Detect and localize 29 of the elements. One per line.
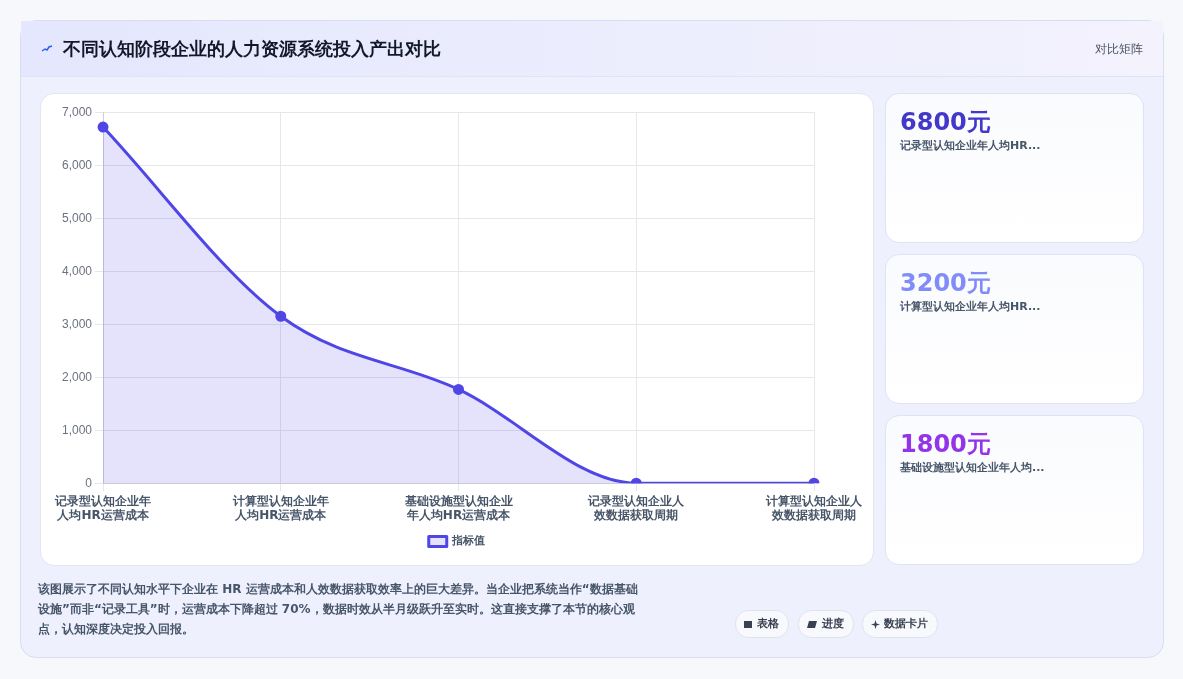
y-tick-label: 1,000 [62,422,93,437]
point [97,121,109,133]
x-tick-label: 计算型认知企业人效数据获取周期 [765,493,863,522]
x-tick-label: 记录型认知企业年人均HR运营成本 [54,493,152,522]
text: 表格 [757,616,779,632]
y-tick-label: 6,000 [62,157,93,172]
text: 对比矩阵 [1095,41,1143,58]
x-tick-label: 计算型认知企业年人均HR运营成本 [231,493,329,522]
x-tick-label: 基础设施型认知企业年人均HR运营成本 [403,493,513,522]
text: 该图展示了不同认知水平下企业在 HR 运营成本和人效数据获取效率上的巨大差异。当企业把系统当作“数据基础设施”而非“记录工具”时，运营成本下降超过 70%，数据时效从半月级跃升至实时。这直接支撑了本节的核心观点，认知深度决定投入回报。 [38,581,638,638]
y-tick-label: 0 [85,475,93,490]
text: 6800元 [900,107,991,138]
text: 3200元 [900,268,991,299]
text: 1800元 [900,429,991,460]
y-tick-label: 5,000 [62,210,93,225]
y-tick-label: 7,000 [62,104,93,119]
chart-title: 不同认知阶段企业的人力资源系统投入产出对比 [63,37,441,61]
text: 基础设施型认知企业年人均... [900,460,1045,475]
legend-label: 指标值 [451,534,486,548]
text: 记录型认知企业年人均HR... [900,138,1041,153]
y-tick-label: 3,000 [62,316,93,331]
point [275,310,287,322]
x-tick-label: 记录型认知企业人效数据获取周期 [587,493,686,522]
y-tick-label: 4,000 [62,263,93,278]
text: 计算型认知企业年人均HR... [900,299,1041,314]
y-tick-label: 2,000 [62,369,93,384]
point [453,383,465,395]
text: 进度 [822,616,844,632]
text: 数据卡片 [884,616,928,632]
